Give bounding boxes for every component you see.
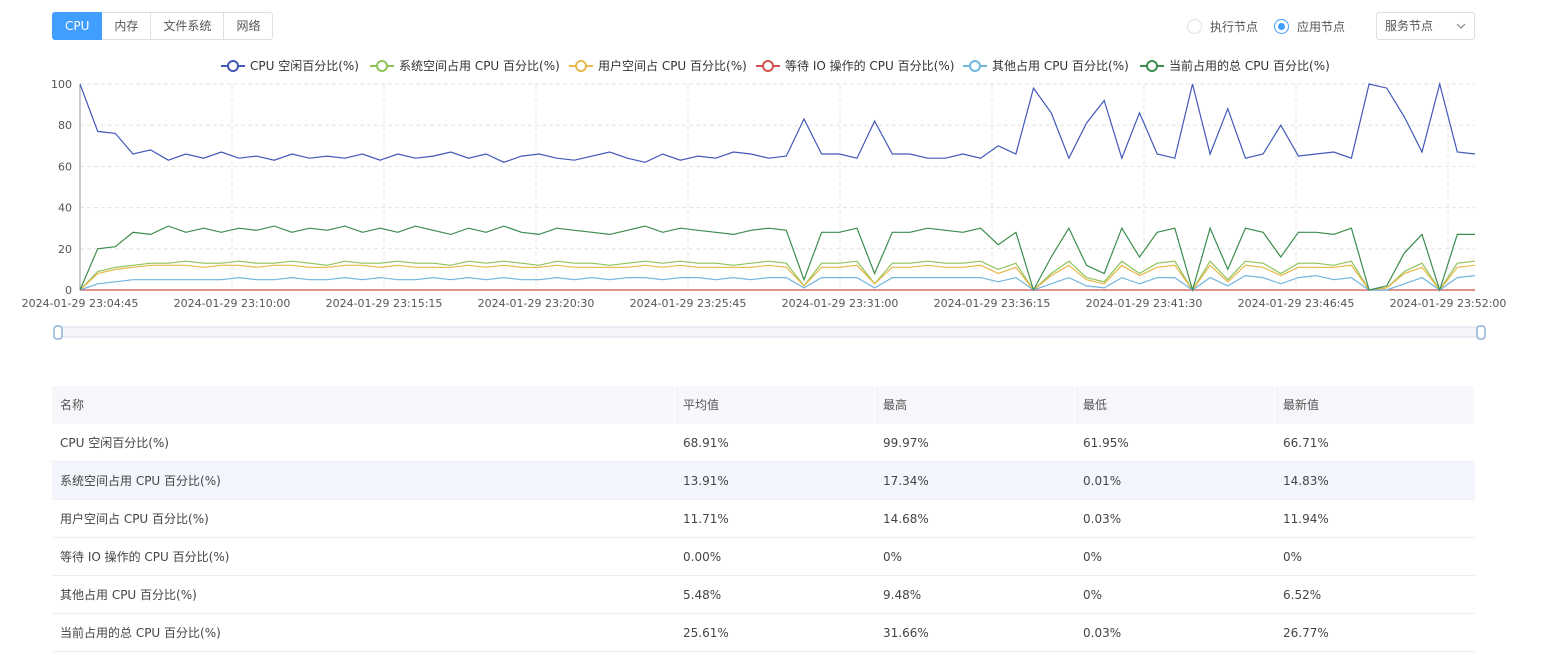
x-tick-label: 2024-01-29 23:36:15 <box>934 297 1051 310</box>
y-tick-label: 60 <box>58 160 72 173</box>
metric-tabs: CPU 内存 文件系统 网络 <box>52 12 274 40</box>
row-name: 当前占用的总 CPU 百分比(%) <box>60 626 221 640</box>
table-row: 其他占用 CPU 百分比(%) 5.48% 9.48% 0% 6.52% <box>52 576 1475 614</box>
col-name-header: 名称 <box>52 386 675 424</box>
radio-label: 执行节点 <box>1210 20 1259 34</box>
row-name: 其他占用 CPU 百分比(%) <box>60 588 197 602</box>
radio-icon[interactable] <box>1187 19 1202 34</box>
legend-marker-icon[interactable] <box>575 60 587 72</box>
radio-app-node[interactable]: 应用节点 <box>1274 18 1345 35</box>
table-row: 系统空间占用 CPU 百分比(%) 13.91% 17.34% 0.01% 14… <box>52 462 1475 500</box>
row-min: 0.03% <box>1083 625 1122 640</box>
y-tick-label: 80 <box>58 119 72 132</box>
y-tick-label: 20 <box>58 243 72 256</box>
node-type-radio-group: 执行节点 应用节点 <box>1187 18 1361 35</box>
row-min: 0% <box>1083 549 1103 564</box>
row-max: 31.66% <box>883 625 929 640</box>
row-min: 0.01% <box>1083 473 1122 488</box>
select-value: 服务节点 <box>1385 19 1434 33</box>
col-latest-header: 最新值 <box>1275 386 1475 424</box>
series-line <box>79 264 1476 292</box>
x-tick-label: 2024-01-29 23:31:00 <box>782 297 899 310</box>
row-max: 99.97% <box>883 435 929 450</box>
x-tick-label: 2024-01-29 23:46:45 <box>1238 297 1355 310</box>
col-avg-header: 平均值 <box>675 386 875 424</box>
series-line <box>79 260 1476 292</box>
series-line <box>79 81 1476 163</box>
legend-marker-icon[interactable] <box>762 60 774 72</box>
row-min: 61.95% <box>1083 435 1129 450</box>
x-tick-label: 2024-01-29 23:10:00 <box>174 297 291 310</box>
x-tick-label: 2024-01-29 23:25:45 <box>630 297 747 310</box>
row-name: 系统空间占用 CPU 百分比(%) <box>60 474 221 488</box>
table-header: 名称 平均值 最高 最低 最新值 <box>52 386 1475 424</box>
legend-label[interactable]: 其他占用 CPU 百分比(%) <box>992 58 1129 73</box>
x-tick-label: 2024-01-29 23:41:30 <box>1086 297 1203 310</box>
x-tick-label: 2024-01-29 23:15:15 <box>326 297 443 310</box>
legend-label[interactable]: 当前占用的总 CPU 百分比(%) <box>1169 58 1330 73</box>
radio-checked-icon[interactable] <box>1274 19 1290 34</box>
service-node-select[interactable]: 服务节点 <box>1376 12 1475 40</box>
table-row: 等待 IO 操作的 CPU 百分比(%) 0.00% 0% 0% 0% <box>52 538 1475 576</box>
col-min-header: 最低 <box>1075 386 1275 424</box>
y-tick-label: 100 <box>51 78 72 91</box>
tab-memory[interactable]: 内存 <box>102 12 152 40</box>
legend-label[interactable]: 用户空间占 CPU 百分比(%) <box>598 58 747 73</box>
row-name: 等待 IO 操作的 CPU 百分比(%) <box>60 550 230 564</box>
radio-exec-node[interactable]: 执行节点 <box>1187 18 1258 35</box>
row-avg: 13.91% <box>683 473 729 488</box>
row-latest: 26.77% <box>1283 625 1329 640</box>
row-name: 用户空间占 CPU 百分比(%) <box>60 512 209 526</box>
row-max: 9.48% <box>883 587 922 602</box>
table-row: 用户空间占 CPU 百分比(%) 11.71% 14.68% 0.03% 11.… <box>52 500 1475 538</box>
zoom-slider-track[interactable] <box>57 326 1482 338</box>
x-tick-label: 2024-01-29 23:20:30 <box>478 297 595 310</box>
row-avg: 0.00% <box>683 549 722 564</box>
row-avg: 68.91% <box>683 435 729 450</box>
zoom-handle-right-icon[interactable] <box>1476 325 1486 340</box>
row-avg: 11.71% <box>683 511 729 526</box>
row-max: 17.34% <box>883 473 929 488</box>
table-row: 当前占用的总 CPU 百分比(%) 25.61% 31.66% 0.03% 26… <box>52 614 1475 652</box>
chevron-down-icon <box>1456 23 1466 29</box>
row-latest: 66.71% <box>1283 435 1329 450</box>
tab-filesystem[interactable]: 文件系统 <box>151 12 225 40</box>
row-avg: 25.61% <box>683 625 729 640</box>
legend-label[interactable]: 等待 IO 操作的 CPU 百分比(%) <box>785 58 954 73</box>
row-max: 14.68% <box>883 511 929 526</box>
y-tick-label: 40 <box>58 202 72 215</box>
series-line <box>79 225 1475 293</box>
row-min: 0.03% <box>1083 511 1122 526</box>
cpu-line-chart: CPU 空闲百分比(%) 系统空间占用 CPU 百分比(%) 用户空间占 CPU 百… <box>22 58 1507 340</box>
legend-marker-icon[interactable] <box>227 60 239 72</box>
col-max-header: 最高 <box>875 386 1075 424</box>
y-tick-label: 0 <box>65 284 72 297</box>
x-tick-label: 2024-01-29 23:52:00 <box>1390 297 1507 310</box>
row-max: 0% <box>883 549 903 564</box>
zoom-handle-left-icon[interactable] <box>53 325 63 340</box>
row-latest: 0% <box>1283 549 1303 564</box>
row-latest: 6.52% <box>1283 587 1322 602</box>
series-line <box>79 274 1476 291</box>
tab-cpu[interactable]: CPU <box>52 12 103 40</box>
legend-marker-icon[interactable] <box>376 60 388 72</box>
row-name: CPU 空闲百分比(%) <box>60 436 169 450</box>
legend-marker-icon[interactable] <box>969 60 981 72</box>
stats-table: 名称 平均值 最高 最低 最新值 CPU 空闲百分比(%) 68.91% 99.… <box>52 386 1475 652</box>
legend-label[interactable]: CPU 空闲百分比(%) <box>250 59 359 73</box>
row-latest: 11.94% <box>1283 511 1329 526</box>
row-avg: 5.48% <box>683 587 722 602</box>
row-latest: 14.83% <box>1283 473 1329 488</box>
legend-label[interactable]: 系统空间占用 CPU 百分比(%) <box>399 58 560 73</box>
radio-label: 应用节点 <box>1297 20 1346 34</box>
legend-marker-icon[interactable] <box>1146 60 1158 72</box>
tab-network[interactable]: 网络 <box>224 12 274 40</box>
table-row: CPU 空闲百分比(%) 68.91% 99.97% 61.95% 66.71% <box>52 424 1475 462</box>
row-min: 0% <box>1083 587 1103 602</box>
x-tick-label: 2024-01-29 23:04:45 <box>22 297 139 310</box>
